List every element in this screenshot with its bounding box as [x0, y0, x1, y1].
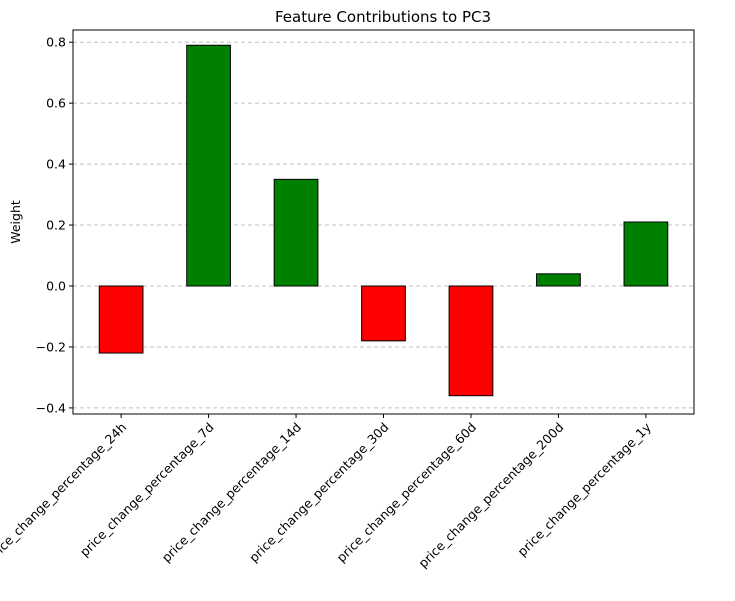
bar-price-change-percentage-24h: [98, 285, 144, 354]
plot-frame: [72, 29, 695, 415]
chart-title: Feature Contributions to PC3: [275, 8, 491, 26]
bar-price-change-percentage-30d: [361, 285, 406, 342]
bar-price-change-percentage-1y: [623, 221, 669, 287]
x-tick-label: price_change_percentage_14d: [159, 420, 305, 566]
y-tick-label: 0.6: [46, 96, 66, 111]
bar-price-change-percentage-60d: [448, 285, 494, 397]
x-tick-label: price_change_percentage_60d: [334, 420, 480, 566]
y-tick-label: −0.2: [36, 339, 66, 354]
y-tick-label: 0.4: [46, 157, 66, 172]
bar-price-change-percentage-7d: [186, 44, 231, 287]
y-tick-label: −0.4: [36, 400, 66, 415]
x-axis: price_change_percentage_24hprice_change_…: [0, 414, 654, 571]
x-tick-label: price_change_percentage_200d: [415, 420, 566, 571]
gridlines: [73, 41, 694, 409]
bars: [98, 44, 669, 397]
x-tick-label: price_change_percentage_24h: [0, 420, 129, 566]
y-tick-label: 0.0: [46, 279, 66, 294]
y-axis: −0.4 −0.2 0.0 0.2 0.4 0.6 0.8: [36, 35, 73, 415]
x-tick-label: price_change_percentage_30d: [246, 420, 392, 566]
bar-price-change-percentage-200d: [536, 273, 581, 287]
bar-price-change-percentage-14d: [273, 178, 319, 287]
y-axis-label: Weight: [8, 200, 23, 244]
y-tick-label: 0.2: [46, 218, 66, 233]
y-tick-label: 0.8: [46, 35, 66, 50]
